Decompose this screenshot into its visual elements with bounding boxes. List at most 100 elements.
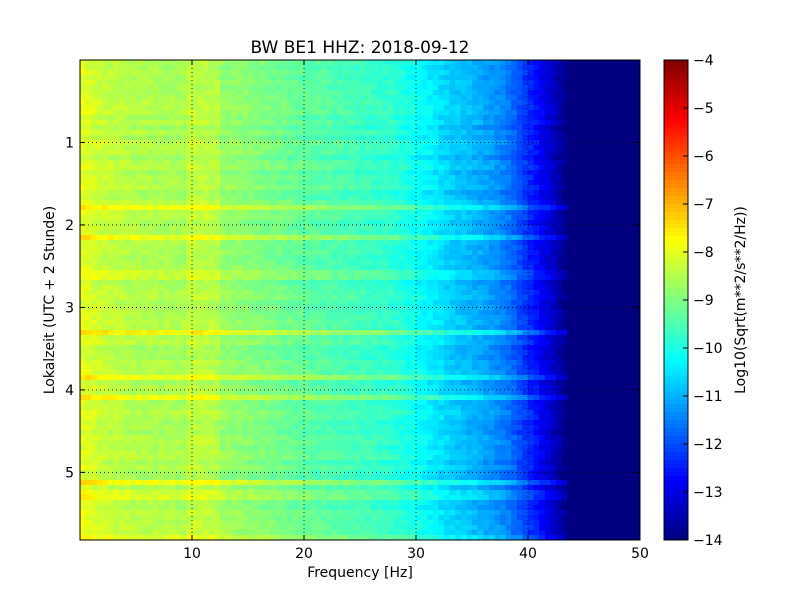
heatmap-cell bbox=[460, 155, 467, 161]
heatmap-cell bbox=[634, 185, 641, 191]
heatmap-cell bbox=[544, 105, 551, 111]
heatmap-cell bbox=[113, 205, 120, 211]
heatmap-cell bbox=[326, 300, 333, 306]
heatmap-cell bbox=[600, 190, 607, 196]
heatmap-cell bbox=[136, 205, 142, 211]
heatmap-cell bbox=[388, 120, 394, 126]
heatmap-cell bbox=[427, 280, 434, 286]
heatmap-cell bbox=[612, 110, 618, 116]
heatmap-cell bbox=[533, 125, 540, 131]
heatmap-cell bbox=[516, 260, 523, 266]
heatmap-cell bbox=[505, 180, 512, 186]
heatmap-cell bbox=[600, 165, 607, 171]
heatmap-cell bbox=[561, 255, 568, 261]
heatmap-cell bbox=[539, 255, 546, 261]
heatmap-cell bbox=[444, 165, 450, 171]
heatmap-cell bbox=[315, 275, 322, 281]
heatmap-cell bbox=[444, 215, 450, 221]
heatmap-cell bbox=[466, 300, 473, 306]
heatmap-cell bbox=[214, 185, 221, 191]
heatmap-cell bbox=[410, 230, 417, 236]
heatmap-cell bbox=[304, 270, 310, 276]
heatmap-cell bbox=[455, 270, 462, 276]
heatmap-cell bbox=[292, 135, 299, 141]
heatmap-cell bbox=[164, 125, 170, 131]
heatmap-cell bbox=[466, 130, 473, 136]
heatmap-cell bbox=[404, 300, 411, 306]
heatmap-cell bbox=[158, 115, 165, 121]
heatmap-cell bbox=[388, 70, 394, 76]
heatmap-cell bbox=[578, 190, 585, 196]
heatmap-cell bbox=[606, 170, 613, 176]
heatmap-cell bbox=[404, 145, 411, 151]
heatmap-cell bbox=[444, 180, 450, 186]
heatmap-cell bbox=[220, 305, 226, 311]
heatmap-cell bbox=[416, 95, 422, 101]
heatmap-cell bbox=[595, 225, 602, 231]
heatmap-cell bbox=[281, 60, 288, 66]
heatmap-cell bbox=[595, 150, 602, 156]
heatmap-cell bbox=[628, 105, 635, 111]
heatmap-cell bbox=[85, 100, 92, 106]
heatmap-cell bbox=[500, 95, 506, 101]
heatmap-cell bbox=[158, 190, 165, 196]
heatmap-cell bbox=[438, 70, 445, 76]
heatmap-cell bbox=[102, 170, 109, 176]
heatmap-cell bbox=[561, 100, 568, 106]
heatmap-cell bbox=[449, 65, 456, 71]
heatmap-cell bbox=[416, 80, 422, 86]
heatmap-cell bbox=[567, 70, 574, 76]
heatmap-cell bbox=[158, 295, 165, 301]
heatmap-cell bbox=[276, 265, 282, 271]
heatmap-cell bbox=[220, 165, 226, 171]
heatmap-cell bbox=[236, 255, 243, 261]
heatmap-cell bbox=[309, 300, 316, 306]
heatmap-cell bbox=[376, 120, 383, 126]
heatmap-cell bbox=[343, 305, 350, 311]
heatmap-cell bbox=[332, 165, 338, 171]
heatmap-cell bbox=[292, 215, 299, 221]
heatmap-cell bbox=[102, 270, 109, 276]
heatmap-cell bbox=[147, 150, 154, 156]
heatmap-cell bbox=[326, 265, 333, 271]
heatmap-cell bbox=[584, 165, 590, 171]
heatmap-cell bbox=[141, 75, 148, 81]
heatmap-cell bbox=[152, 290, 159, 296]
heatmap-cell bbox=[628, 110, 635, 116]
heatmap-cell bbox=[606, 300, 613, 306]
heatmap-cell bbox=[438, 275, 445, 281]
heatmap-cell bbox=[455, 165, 462, 171]
heatmap-cell bbox=[292, 235, 299, 241]
heatmap-cell bbox=[365, 105, 372, 111]
heatmap-cell bbox=[550, 145, 557, 151]
heatmap-cell bbox=[343, 75, 350, 81]
heatmap-cell bbox=[354, 135, 361, 141]
heatmap-cell bbox=[421, 300, 428, 306]
heatmap-cell bbox=[152, 135, 159, 141]
heatmap-cell bbox=[578, 285, 585, 291]
heatmap-cell bbox=[214, 235, 221, 241]
heatmap-cell bbox=[421, 110, 428, 116]
heatmap-cell bbox=[528, 290, 534, 296]
heatmap-cell bbox=[276, 245, 282, 251]
heatmap-cell bbox=[253, 100, 260, 106]
heatmap-cell bbox=[259, 255, 266, 261]
heatmap-cell bbox=[376, 290, 383, 296]
heatmap-cell bbox=[96, 270, 103, 276]
heatmap-cell bbox=[158, 290, 165, 296]
heatmap-cell bbox=[556, 295, 562, 301]
heatmap-cell bbox=[108, 80, 114, 86]
heatmap-cell bbox=[376, 135, 383, 141]
heatmap-cell bbox=[108, 205, 114, 211]
heatmap-cell bbox=[612, 105, 618, 111]
heatmap-cell bbox=[208, 215, 215, 221]
heatmap-cell bbox=[80, 130, 86, 136]
heatmap-cell bbox=[354, 90, 361, 96]
heatmap-cell bbox=[472, 265, 478, 271]
heatmap-cell bbox=[399, 295, 406, 301]
heatmap-cell bbox=[147, 145, 154, 151]
heatmap-cell bbox=[91, 300, 98, 306]
heatmap-cell bbox=[276, 255, 282, 261]
heatmap-cell bbox=[80, 295, 86, 301]
heatmap-cell bbox=[186, 170, 193, 176]
